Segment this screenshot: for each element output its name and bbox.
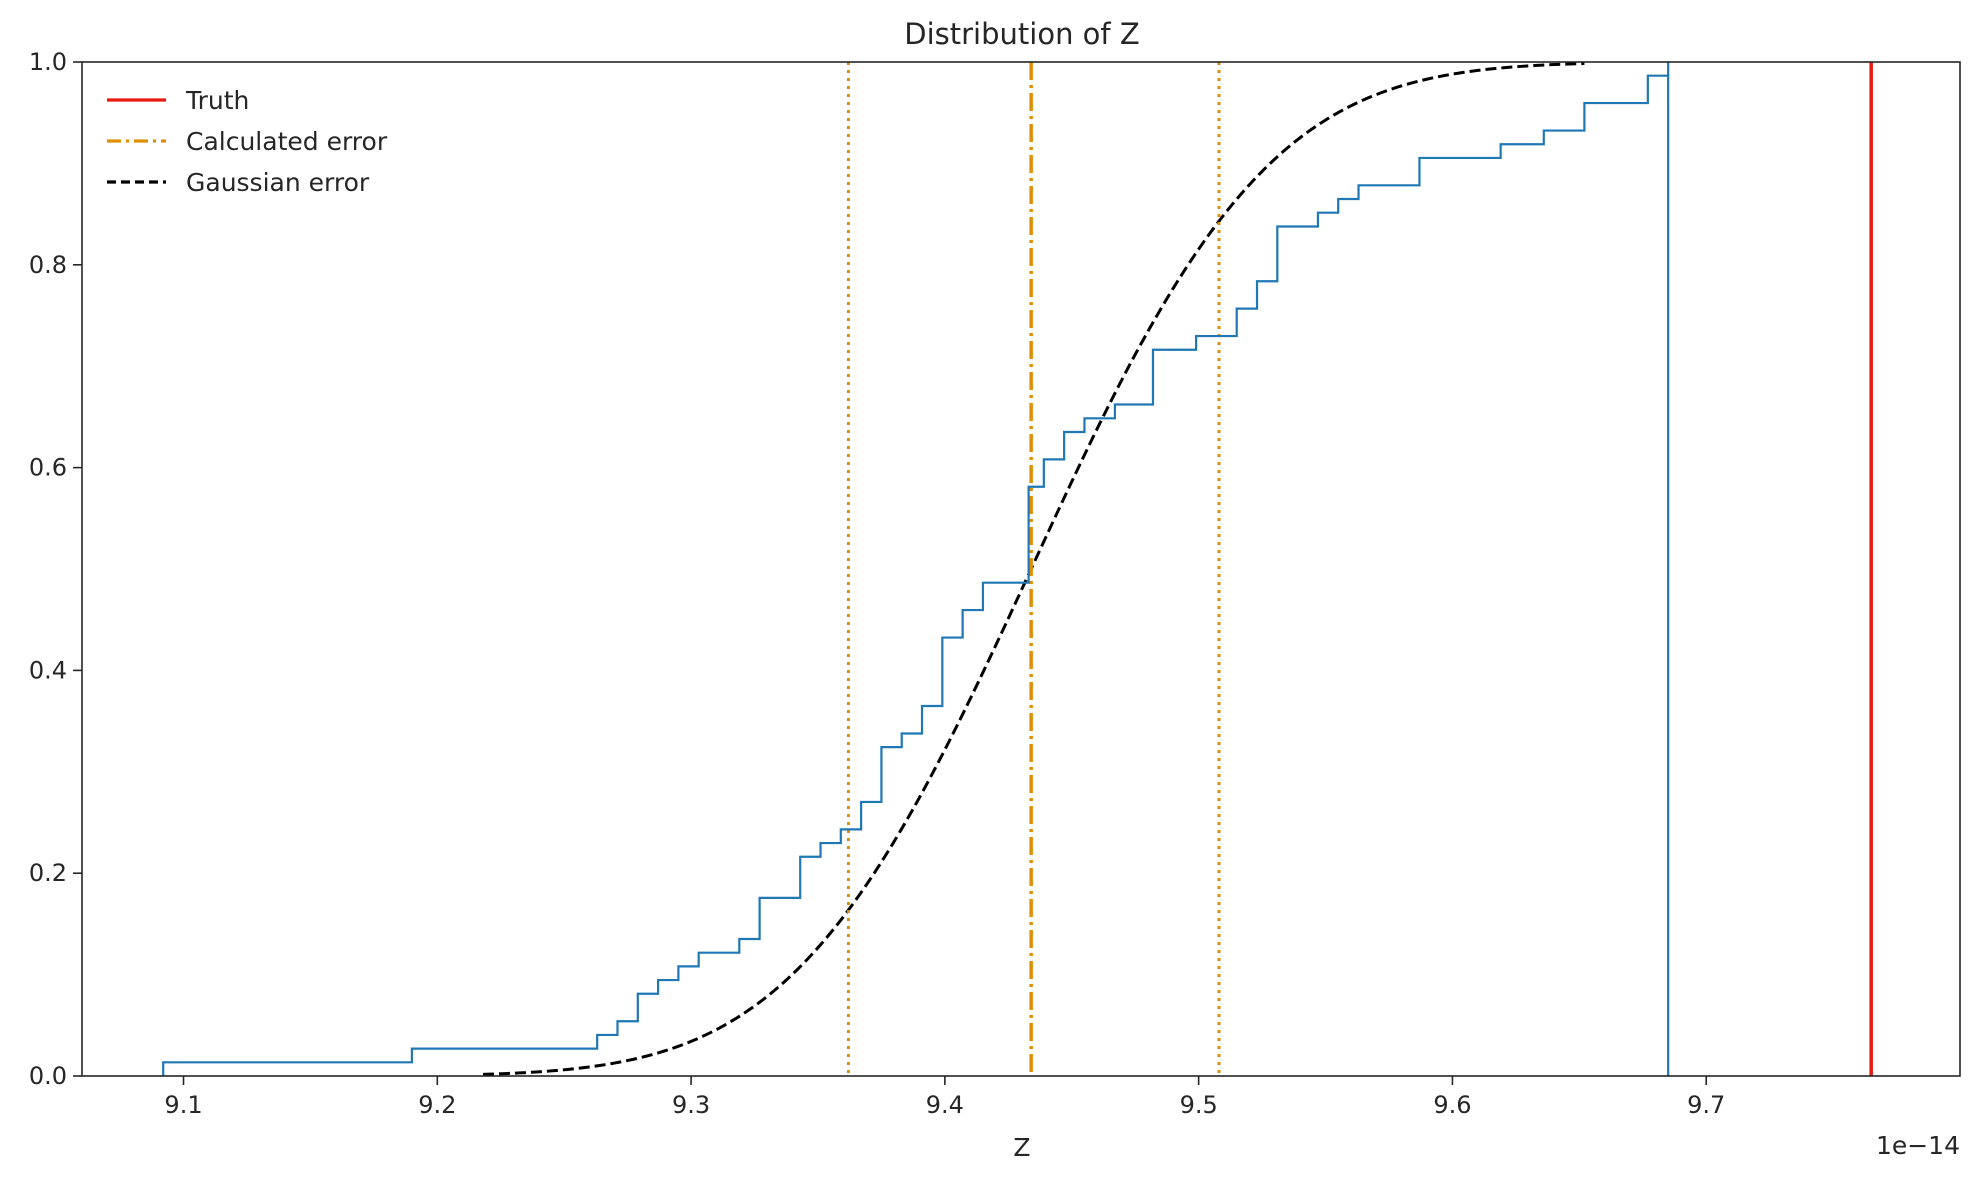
y-tick-label: 1.0: [29, 48, 67, 76]
x-tick-label: 9.2: [418, 1091, 456, 1119]
y-tick-label: 0.0: [29, 1062, 67, 1090]
y-tick-label: 0.4: [29, 656, 67, 684]
chart-title: Distribution of Z: [904, 17, 1139, 51]
x-axis: 9.1 9.2 9.3 9.4 9.5 9.6 9.7: [164, 1076, 1725, 1119]
empirical-cdf-step-line: [162, 62, 1670, 1076]
x-tick-label: 9.4: [926, 1091, 964, 1119]
y-tick-label: 0.8: [29, 251, 67, 279]
x-tick-label: 9.7: [1687, 1091, 1725, 1119]
y-tick-label: 0.2: [29, 859, 67, 887]
x-tick-label: 9.6: [1433, 1091, 1471, 1119]
y-tick-label: 0.6: [29, 454, 67, 482]
x-axis-label: Z: [1013, 1133, 1030, 1162]
x-tick-label: 9.1: [164, 1091, 202, 1119]
legend-label: Gaussian error: [186, 168, 370, 197]
legend-label: Calculated error: [186, 127, 388, 156]
x-tick-label: 9.5: [1180, 1091, 1218, 1119]
plot-area: [162, 62, 1873, 1076]
legend-label: Truth: [185, 86, 249, 115]
axes-frame: [81, 61, 1961, 1077]
x-tick-label: 9.3: [672, 1091, 710, 1119]
y-axis: 0.0 0.2 0.4 0.6 0.8 1.0: [29, 48, 82, 1090]
gaussian-error-curve: [482, 62, 1585, 1076]
x-axis-offset-label: 1e−14: [1876, 1131, 1960, 1160]
legend: Truth Calculated error Gaussian error: [107, 86, 388, 197]
